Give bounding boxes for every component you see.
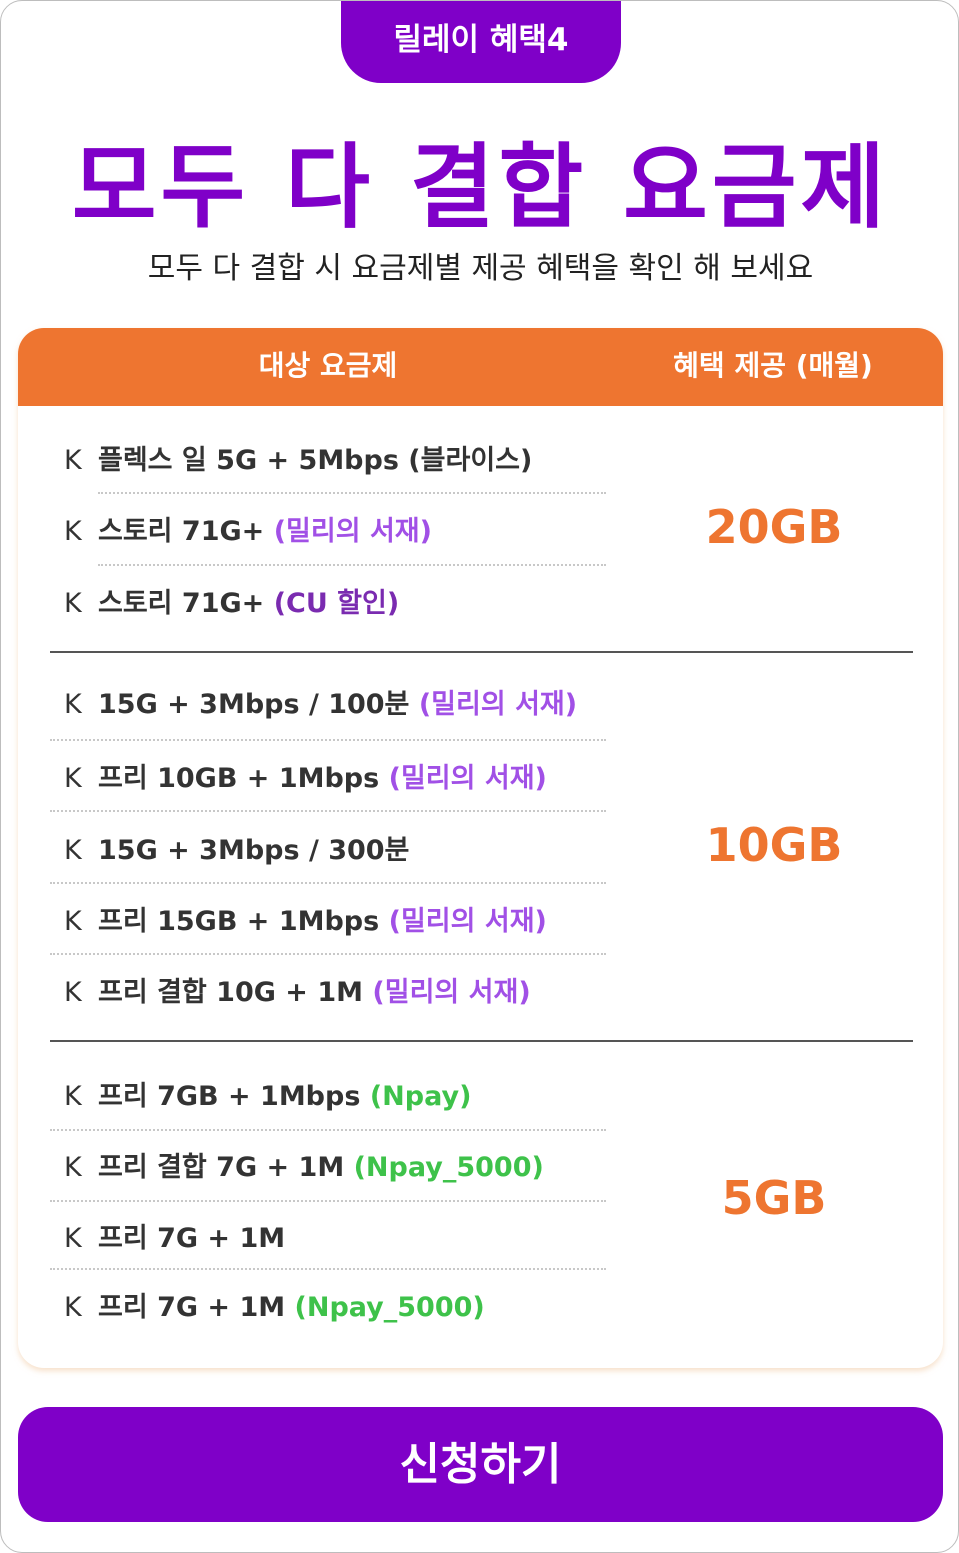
page-title: 모두 다 결합 요금제 bbox=[71, 134, 890, 241]
benefit-value: 5GB bbox=[721, 1171, 827, 1225]
row-plan: 15G + 3Mbps / 100분 bbox=[98, 689, 410, 720]
row-plan: 프리 15GB + 1Mbps bbox=[98, 906, 380, 937]
row-tag: (밀리의 서재) bbox=[273, 516, 432, 547]
table-row: K 15G + 3Mbps / 300분 bbox=[64, 828, 409, 868]
group-separator bbox=[50, 1040, 913, 1042]
table-row: K 프리 7GB + 1Mbps (Npay) bbox=[64, 1074, 471, 1114]
row-prefix: K bbox=[64, 1292, 82, 1323]
row-tag: (밀리의 서재) bbox=[388, 763, 547, 794]
table-row: K 프리 7G + 1M (Npay_5000) bbox=[64, 1285, 485, 1325]
benefit-value: 10GB bbox=[705, 818, 843, 872]
row-prefix: K bbox=[64, 1081, 82, 1112]
row-tag: (Npay) bbox=[369, 1081, 472, 1112]
table-header: 대상 요금제 혜택 제공 (매월) bbox=[18, 328, 943, 406]
row-prefix: K bbox=[64, 445, 82, 476]
table-row: K 프리 7G + 1M bbox=[64, 1216, 285, 1256]
row-divider bbox=[50, 953, 606, 955]
row-prefix: K bbox=[64, 977, 82, 1008]
row-plan: 프리 10GB + 1Mbps bbox=[98, 763, 380, 794]
row-divider bbox=[50, 1268, 606, 1270]
row-prefix: K bbox=[64, 1223, 82, 1254]
table-row: K 프리 결합 10G + 1M (밀리의 서재) bbox=[64, 970, 531, 1010]
table-row: K 플렉스 일 5G + 5Mbps (블라이스) bbox=[64, 438, 532, 478]
row-plan: 프리 결합 7G + 1M bbox=[98, 1152, 345, 1183]
row-tag: (Npay_5000) bbox=[294, 1292, 485, 1323]
row-tag: (밀리의 서재) bbox=[418, 689, 578, 720]
row-prefix: K bbox=[64, 763, 82, 794]
row-plan: 프리 7GB + 1Mbps bbox=[98, 1081, 361, 1112]
row-prefix: K bbox=[64, 689, 82, 720]
header-plan: 대상 요금제 bbox=[258, 349, 398, 382]
row-plan: 15G + 3Mbps / 300분 bbox=[98, 835, 410, 866]
row-plan: 스토리 71G+ bbox=[98, 588, 265, 619]
row-prefix: K bbox=[64, 906, 82, 937]
table-row: K 스토리 71G+ (CU 할인) bbox=[64, 581, 399, 621]
row-divider bbox=[50, 1200, 606, 1202]
table-row: K 15G + 3Mbps / 100분 (밀리의 서재) bbox=[64, 682, 577, 722]
relay-benefit-tab: 릴레이 혜택4 bbox=[341, 1, 621, 83]
row-prefix: K bbox=[64, 835, 82, 866]
row-prefix: K bbox=[64, 588, 82, 619]
row-tag: (밀리의 서재) bbox=[388, 906, 547, 937]
table-row: K 프리 15GB + 1Mbps (밀리의 서재) bbox=[64, 899, 547, 939]
row-divider bbox=[98, 564, 606, 566]
row-prefix: K bbox=[64, 516, 82, 547]
row-plan: 프리 7G + 1M bbox=[98, 1223, 286, 1254]
table-row: K 프리 10GB + 1Mbps (밀리의 서재) bbox=[64, 756, 547, 796]
row-tag: (Npay_5000) bbox=[353, 1152, 544, 1183]
row-divider bbox=[50, 1129, 606, 1131]
row-plan: 프리 결합 10G + 1M bbox=[98, 977, 363, 1008]
row-plan: 프리 7G + 1M bbox=[98, 1292, 286, 1323]
apply-button[interactable]: 신청하기 bbox=[18, 1407, 943, 1522]
row-plan: 스토리 71G+ bbox=[98, 516, 265, 547]
row-divider bbox=[50, 882, 606, 884]
row-divider bbox=[50, 810, 606, 812]
table-row: K 스토리 71G+ (밀리의 서재) bbox=[64, 509, 432, 549]
table-row: K 프리 결합 7G + 1M (Npay_5000) bbox=[64, 1145, 544, 1185]
page-subtitle: 모두 다 결합 시 요금제별 제공 혜택을 확인 해 보세요 bbox=[147, 251, 814, 286]
group-separator bbox=[50, 651, 913, 653]
benefit-value: 20GB bbox=[705, 500, 843, 554]
row-tag: (CU 할인) bbox=[273, 588, 400, 619]
row-prefix: K bbox=[64, 1152, 82, 1183]
header-benefit: 혜택 제공 (매월) bbox=[673, 349, 873, 382]
row-divider bbox=[50, 739, 606, 741]
row-divider bbox=[98, 492, 606, 494]
plan-table: 대상 요금제 혜택 제공 (매월) K 플렉스 일 5G + 5Mbps (블라이… bbox=[18, 328, 943, 1368]
row-plan: 플렉스 일 5G + 5Mbps (블라이스) bbox=[98, 445, 533, 476]
row-tag: (밀리의 서재) bbox=[372, 977, 531, 1008]
